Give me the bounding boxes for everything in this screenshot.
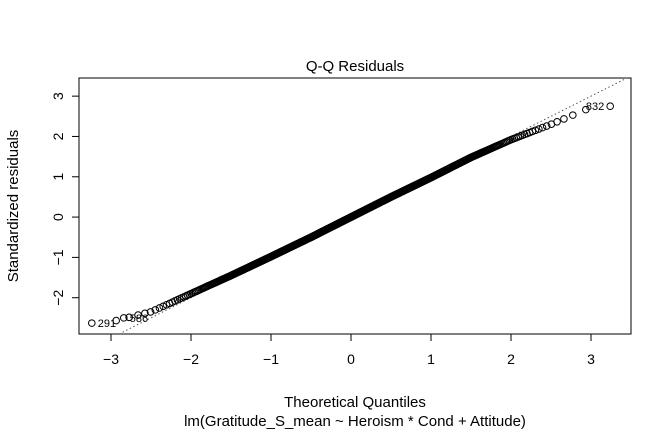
x-axis-label: Theoretical Quantiles [284, 394, 426, 411]
data-point [146, 308, 155, 316]
y-tick-label: 2 [50, 132, 66, 140]
labeled-data-point [120, 314, 128, 322]
data-point [535, 125, 543, 133]
x-tick-label: 2 [507, 351, 515, 367]
labeled-data-point [88, 319, 96, 327]
y-tick-label: 0 [50, 213, 66, 221]
data-point [538, 123, 547, 132]
chart-title: Q-Q Residuals [306, 58, 404, 75]
point-label: 291 [98, 318, 116, 330]
labeled-data-point [606, 102, 615, 111]
data-point [531, 126, 540, 135]
y-tick-label: −1 [50, 249, 66, 265]
data-point [151, 306, 160, 314]
x-tick-label: 0 [347, 351, 355, 367]
points-layer [88, 102, 615, 327]
y-tick-label: −2 [50, 290, 66, 306]
y-axis-label: Standardized residuals [5, 130, 22, 283]
y-tick-label: 1 [50, 173, 66, 181]
y-axis: −2 −1 0 1 2 3 [50, 92, 80, 306]
data-point [155, 304, 164, 312]
x-tick-label: −2 [183, 351, 199, 367]
x-axis: −3 −2 −1 0 1 2 3 [103, 333, 595, 367]
data-point [553, 117, 561, 126]
model-formula-caption: lm(Gratitude_S_mean ~ Heroism * Cond + A… [184, 413, 526, 430]
x-tick-label: 3 [587, 351, 595, 367]
point-labels: 291 586 832 [98, 101, 604, 330]
data-point [582, 105, 590, 114]
data-point [125, 313, 133, 322]
y-tick-label: 3 [50, 92, 66, 100]
plot-frame [78, 77, 632, 335]
point-label: 832 [586, 101, 604, 113]
x-tick-label: −1 [263, 351, 279, 367]
x-tick-label: −3 [103, 351, 119, 367]
data-point [112, 316, 120, 325]
point-label: 586 [130, 313, 148, 325]
x-tick-label: 1 [427, 351, 435, 367]
data-point [569, 111, 577, 119]
data-point [134, 311, 142, 319]
data-point [560, 115, 568, 123]
data-point [542, 122, 551, 130]
data-point [141, 309, 149, 318]
